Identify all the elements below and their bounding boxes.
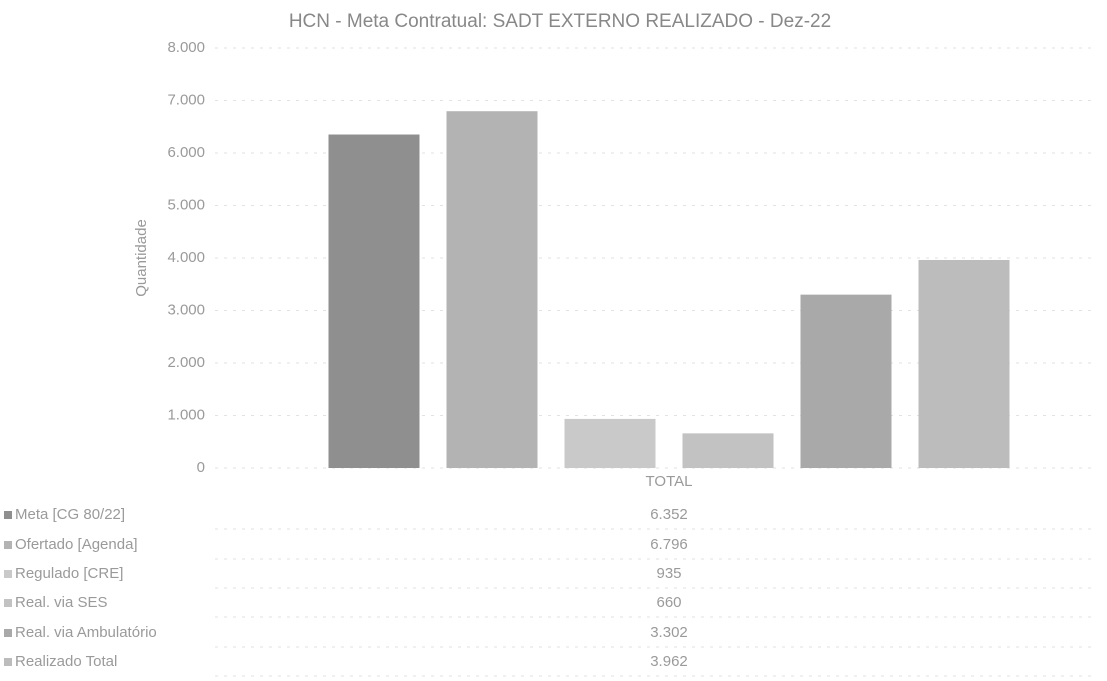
y-tick-label: 7.000 [167, 91, 205, 108]
bar [328, 134, 420, 468]
y-tick-label: 0 [197, 459, 205, 476]
x-tick-label: TOTAL [646, 473, 693, 490]
bar [918, 259, 1010, 468]
bar [446, 111, 538, 469]
legend-swatch [4, 658, 12, 666]
data-label: 3.302 [650, 624, 688, 641]
legend-label: Ofertado [Agenda] [15, 536, 138, 553]
data-label: 3.962 [650, 653, 688, 670]
legend-swatch [4, 511, 12, 519]
legend-swatch [4, 541, 12, 549]
y-tick-label: 4.000 [167, 249, 205, 266]
y-tick-label: 8.000 [167, 39, 205, 56]
data-label: 935 [656, 565, 681, 582]
legend-swatch [4, 570, 12, 578]
legend-label: Realizado Total [15, 653, 117, 670]
legend-label: Real. via Ambulatório [15, 624, 157, 641]
y-tick-label: 5.000 [167, 196, 205, 213]
legend-label: Regulado [CRE] [15, 565, 123, 582]
y-tick-label: 1.000 [167, 406, 205, 423]
legend-label: Real. via SES [15, 594, 108, 611]
y-axis-label: Quantidade [133, 219, 150, 297]
y-tick-label: 6.000 [167, 144, 205, 161]
legend-label: Meta [CG 80/22] [15, 506, 125, 523]
chart-title: HCN - Meta Contratual: SADT EXTERNO REAL… [289, 11, 831, 32]
data-label: 6.796 [650, 536, 688, 553]
bar [564, 418, 656, 468]
bar [800, 294, 892, 468]
data-label: 660 [656, 594, 681, 611]
y-tick-label: 3.000 [167, 301, 205, 318]
y-tick-label: 2.000 [167, 354, 205, 371]
legend-swatch [4, 629, 12, 637]
bar [682, 433, 774, 468]
legend-swatch [4, 599, 12, 607]
data-label: 6.352 [650, 506, 688, 523]
